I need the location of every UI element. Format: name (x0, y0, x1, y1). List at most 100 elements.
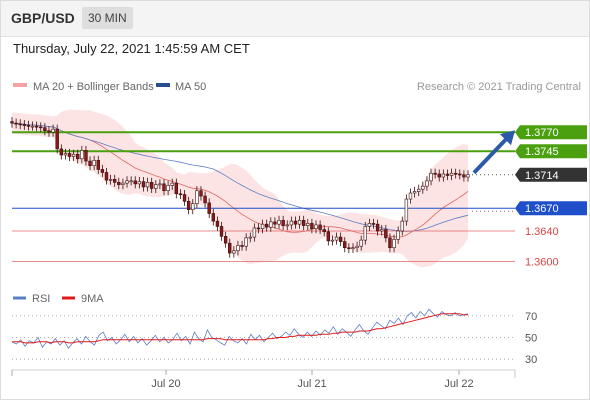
candle (108, 174, 113, 185)
candle-body (121, 182, 125, 185)
candle-body (318, 224, 322, 230)
candle (63, 148, 68, 160)
candle-body (396, 230, 400, 240)
candle (318, 220, 322, 235)
credit-label: Research © 2021 Trading Central (417, 81, 581, 93)
candle-body (297, 220, 302, 225)
rsi-legend-label: RSI (32, 293, 50, 305)
rsi-tick-label: 70 (525, 311, 537, 323)
candle (404, 194, 409, 226)
candle-body (363, 226, 367, 241)
candle-body (113, 179, 117, 183)
candle (228, 238, 232, 258)
candle-body (306, 223, 310, 226)
candle-body (293, 220, 298, 225)
candle (141, 177, 146, 192)
candle (158, 179, 162, 190)
candle-body (96, 160, 100, 170)
resistance-label: 1.3745 (525, 146, 559, 158)
candle (182, 189, 187, 206)
candle-body (207, 202, 211, 214)
candle-body (338, 236, 343, 242)
candle (334, 232, 339, 245)
candle (412, 186, 417, 198)
candle-body (347, 247, 351, 250)
candle (145, 177, 150, 192)
candle (96, 155, 100, 174)
candle-body (186, 201, 191, 211)
candle (269, 217, 273, 232)
candle (240, 240, 244, 251)
x-axis-label: Jul 20 (151, 378, 180, 390)
candle-body (100, 169, 105, 173)
candle (248, 232, 252, 243)
candle-body (408, 192, 413, 200)
candle (445, 169, 450, 181)
candle-body (449, 172, 454, 176)
candle (458, 169, 462, 180)
candle (347, 243, 351, 254)
candle-body (252, 227, 257, 238)
rsi-ma-line (12, 313, 468, 344)
candle (149, 177, 154, 193)
candle-body (433, 172, 437, 175)
candle-body (371, 223, 376, 225)
candle-body (141, 181, 146, 188)
candle-body (441, 173, 446, 178)
candle (22, 120, 27, 130)
ma20-legend-label: MA 20 + Bollinger Bands (33, 81, 154, 93)
candle (273, 217, 277, 229)
candle (421, 181, 425, 194)
candle (306, 218, 310, 231)
candle-body (34, 125, 39, 128)
candle-body (125, 180, 129, 184)
candle (10, 117, 14, 128)
candle-body (334, 236, 339, 241)
candle (137, 177, 142, 189)
candle (301, 215, 306, 231)
candle (384, 224, 388, 243)
candle-body (104, 172, 109, 181)
candle (293, 216, 298, 229)
candle (400, 216, 404, 236)
candle (121, 178, 125, 190)
candle (47, 126, 51, 137)
candle (310, 218, 314, 234)
candle-body (244, 237, 248, 247)
candle (211, 208, 215, 226)
current-price-tag (515, 167, 587, 182)
candle (289, 216, 294, 230)
candle (388, 233, 392, 253)
candle (162, 179, 166, 196)
candle-body (211, 213, 215, 222)
candle (170, 178, 174, 190)
candle (285, 220, 289, 231)
candle-body (63, 153, 68, 156)
timestamp-label: Thursday, July 22, 2021 1:45:59 AM CET (13, 41, 250, 56)
candle-body (228, 242, 232, 254)
candle-body (367, 223, 372, 227)
candle (55, 124, 59, 154)
candle (129, 176, 133, 186)
candle-body (129, 180, 133, 183)
symbol-label: GBP/USD (11, 10, 75, 26)
candle (71, 149, 76, 162)
timeframe-button[interactable]: 30 MIN (82, 7, 133, 29)
candle-body (285, 224, 289, 227)
resistance-tag (515, 125, 587, 140)
candle (380, 224, 384, 236)
candle (84, 145, 88, 166)
candle-body (429, 172, 433, 182)
candle-body (359, 239, 363, 247)
candle-body (191, 203, 195, 211)
candle-body (133, 180, 137, 185)
candle (166, 180, 170, 196)
candle (351, 243, 355, 254)
candle (371, 218, 376, 229)
ma50-legend-swatch (156, 83, 170, 87)
candle-body (51, 128, 55, 133)
candle (51, 124, 55, 137)
candle-body (67, 153, 72, 157)
candle (219, 221, 224, 241)
candle-body (314, 224, 318, 230)
